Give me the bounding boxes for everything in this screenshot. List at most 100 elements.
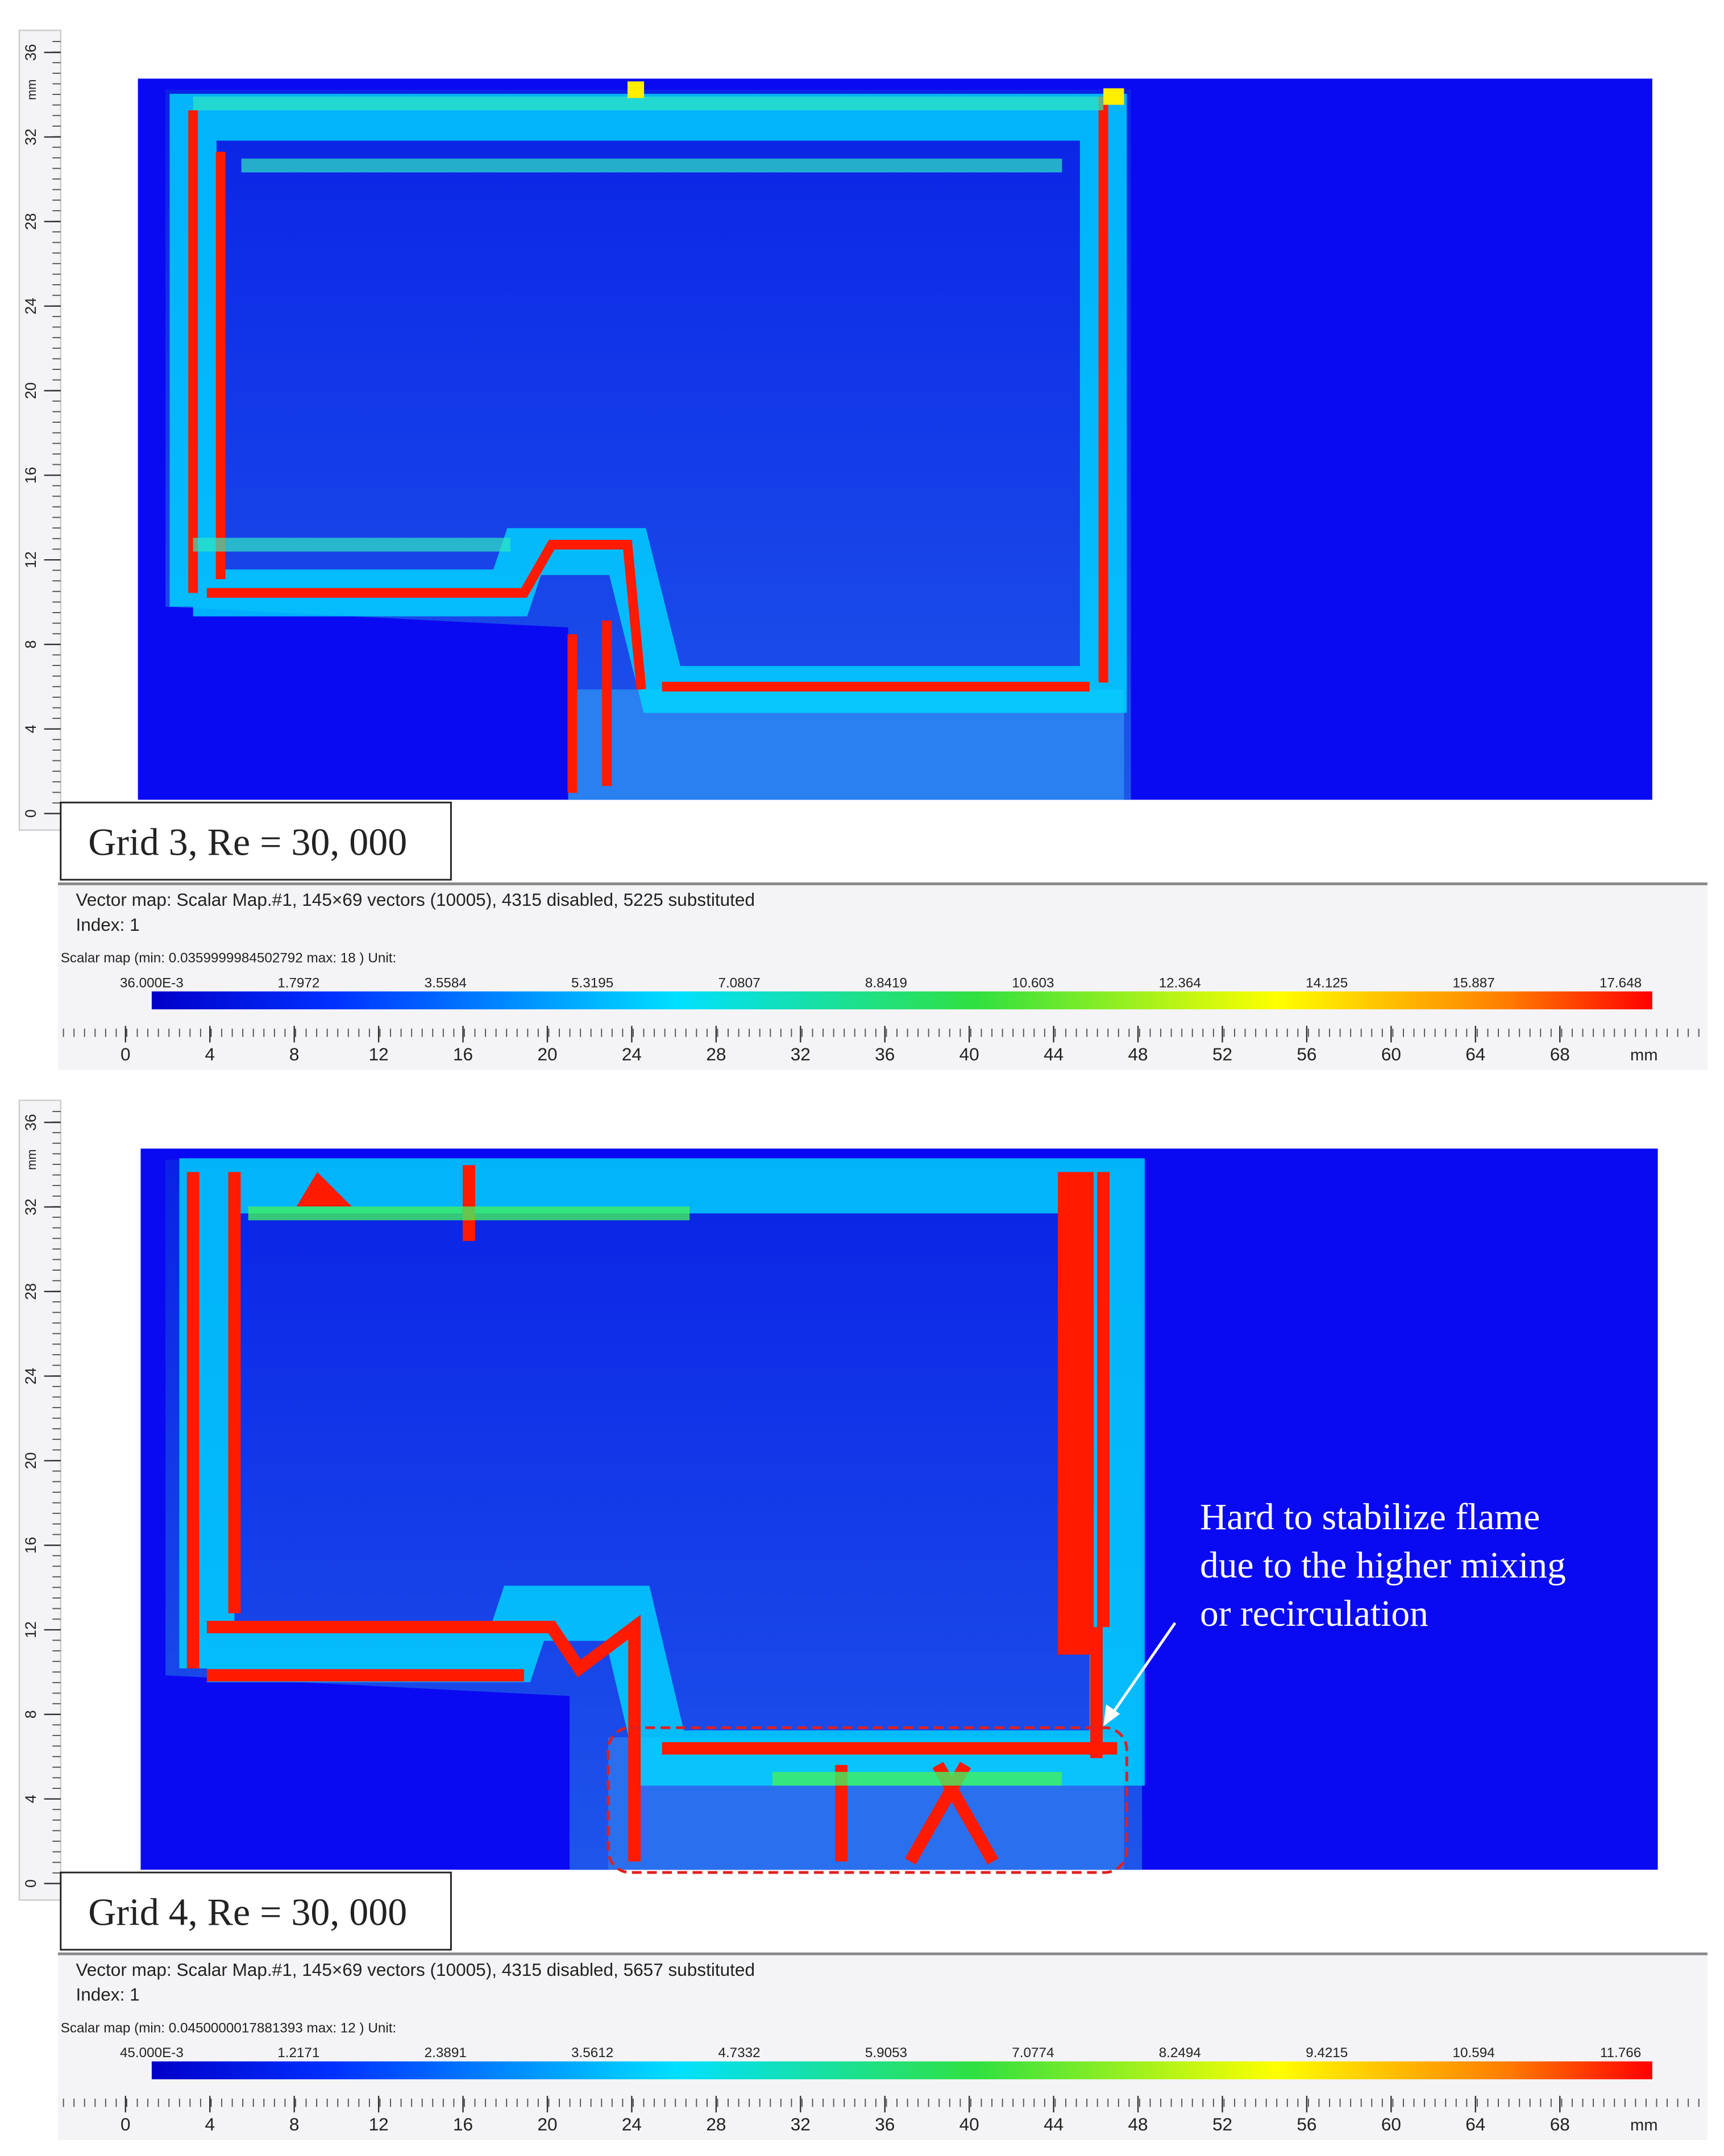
x-ruler-label: 36: [875, 1044, 895, 1064]
colorbar-label: 10.603: [1012, 975, 1054, 990]
x-ruler-label: 44: [1044, 1044, 1064, 1064]
info-panel: [57, 882, 1708, 1070]
x-ruler-label: 32: [791, 2114, 811, 2134]
annotation: or recirculation: [1200, 1593, 1428, 1634]
y-ruler-label: 20: [22, 1452, 39, 1470]
x-ruler-label: 64: [1465, 2114, 1485, 2134]
colorbar-label: 8.2494: [1159, 2045, 1201, 2061]
x-ruler-label: 4: [205, 2114, 215, 2134]
y-ruler-label: 0: [22, 1879, 39, 1888]
annotation: due to the higher mixing: [1200, 1545, 1566, 1586]
y-ruler-label: 12: [22, 551, 39, 568]
colorbar: [151, 2061, 1652, 2080]
index-info: Index: 1: [76, 1984, 139, 2005]
x-ruler-label: 64: [1465, 1044, 1485, 1064]
x-ruler-label: 56: [1297, 2114, 1316, 2134]
x-ruler-label: 16: [453, 1044, 473, 1064]
y-ruler-label: 20: [22, 382, 39, 399]
x-ruler-label: 28: [706, 2114, 726, 2134]
y-ruler-label: 4: [22, 1795, 39, 1803]
x-ruler-label: 48: [1128, 2114, 1148, 2134]
x-ruler-unit: mm: [1630, 1046, 1657, 1064]
y-ruler-unit: mm: [24, 1149, 39, 1169]
y-ruler-label: 16: [22, 1537, 39, 1554]
colorbar-label: 9.4215: [1306, 2045, 1348, 2061]
colorbar-label: 14.125: [1306, 975, 1348, 990]
x-ruler-label: 28: [706, 1044, 726, 1064]
colorbar-label: 12.364: [1159, 975, 1201, 990]
y-ruler-label: 28: [22, 213, 39, 230]
x-ruler-unit: mm: [1630, 2116, 1657, 2134]
colorbar-label: 8.8419: [865, 975, 907, 990]
colorbar-label: 7.0774: [1012, 2045, 1054, 2061]
x-ruler-label: 52: [1212, 1044, 1232, 1064]
y-ruler-label: 8: [22, 1710, 39, 1718]
x-ruler-label: 0: [121, 1044, 131, 1064]
colorbar-label: 11.766: [1600, 2045, 1641, 2061]
x-ruler-label: 40: [959, 2114, 979, 2134]
x-ruler-label: 4: [205, 1044, 215, 1064]
vector-info: Vector map: Scalar Map.#1, 145×69 vector…: [76, 889, 755, 910]
x-ruler-label: 24: [622, 2114, 642, 2134]
colorbar: [151, 991, 1652, 1010]
colorbar-label: 45.000E-3: [120, 2045, 184, 2061]
y-ruler-label: 36: [22, 1114, 39, 1131]
y-ruler-label: 32: [22, 128, 39, 145]
panel-label: Grid 3, Re = 30, 000: [88, 820, 407, 863]
y-ruler: [18, 30, 61, 831]
x-ruler-label: 40: [959, 1044, 979, 1064]
x-ruler-label: 56: [1297, 1044, 1316, 1064]
scalar-info: Scalar map (min: 0.0359999984502792 max:…: [61, 951, 396, 966]
y-ruler-label: 8: [22, 640, 39, 649]
x-ruler-label: 60: [1381, 2114, 1401, 2134]
x-ruler-label: 12: [369, 2114, 389, 2134]
label-box: [60, 1871, 452, 1951]
colorbar-label: 3.5612: [571, 2045, 613, 2061]
colorbar-label: 15.887: [1453, 975, 1495, 990]
y-ruler-label: 32: [22, 1198, 39, 1216]
heatmap: [138, 78, 1652, 800]
annotation: Hard to stabilize flame: [1200, 1497, 1540, 1538]
colorbar-label: 1.2171: [277, 2045, 319, 2061]
colorbar-label: 5.9053: [865, 2045, 907, 2061]
info-panel: [57, 1952, 1708, 2140]
y-ruler-label: 24: [22, 298, 39, 315]
x-ruler-label: 48: [1128, 1044, 1148, 1064]
x-ruler-label: 68: [1550, 2114, 1570, 2134]
heatmap: [140, 1148, 1658, 1874]
x-ruler-label: 20: [537, 2114, 557, 2134]
y-ruler-label: 24: [22, 1368, 39, 1385]
x-ruler-label: 24: [622, 1044, 642, 1064]
y-ruler-unit: mm: [24, 80, 39, 100]
y-ruler: [18, 1100, 61, 1901]
label-box: [60, 801, 452, 881]
colorbar-label: 17.648: [1600, 975, 1642, 990]
colorbar-label: 4.7332: [718, 2045, 760, 2061]
x-ruler-label: 68: [1550, 1044, 1570, 1064]
colorbar-label: 1.7972: [277, 975, 319, 990]
x-ruler-label: 16: [453, 2114, 473, 2134]
y-ruler-label: 4: [22, 725, 39, 733]
colorbar-label: 10.594: [1453, 2045, 1495, 2061]
x-ruler-label: 36: [875, 2114, 895, 2134]
x-ruler-label: 8: [289, 1044, 300, 1064]
x-ruler-label: 44: [1044, 2114, 1064, 2134]
x-ruler-label: 0: [121, 2114, 131, 2134]
y-ruler-label: 12: [22, 1621, 39, 1638]
panel-label: Grid 4, Re = 30, 000: [88, 1890, 407, 1933]
x-ruler-label: 32: [791, 1044, 811, 1064]
colorbar-label: 5.3195: [571, 975, 613, 990]
colorbar-label: 7.0807: [718, 975, 760, 990]
y-ruler-label: 36: [22, 44, 39, 61]
x-ruler-label: 12: [369, 1044, 389, 1064]
x-ruler-label: 60: [1381, 1044, 1401, 1064]
y-ruler-label: 16: [22, 467, 39, 484]
y-ruler-label: 0: [22, 809, 39, 818]
colorbar-label: 2.3891: [425, 2045, 467, 2061]
colorbar-label: 36.000E-3: [120, 975, 184, 990]
x-ruler-label: 52: [1212, 2114, 1232, 2134]
